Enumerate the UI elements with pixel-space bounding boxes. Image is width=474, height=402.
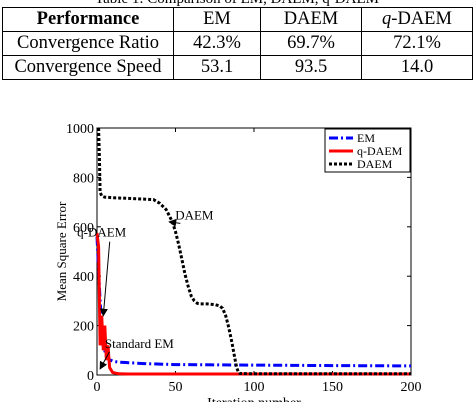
legend-label-q-daem: q-DAEM xyxy=(357,144,403,158)
table-header-row: Performance EM DAEM q-DAEM xyxy=(2,7,473,32)
table-cell: 42.3% xyxy=(173,31,261,56)
y-tick-label: 600 xyxy=(73,221,94,236)
header-performance: Performance xyxy=(2,7,174,32)
table-row-convergence-speed: Convergence Speed 53.1 93.5 14.0 xyxy=(2,55,473,80)
x-axis-label: Iteration number xyxy=(207,396,301,402)
x-tick-label: 0 xyxy=(94,380,101,395)
x-tick-label: 50 xyxy=(169,380,183,395)
table-cell: Convergence Speed xyxy=(2,55,174,80)
y-tick-label: 0 xyxy=(87,369,94,384)
table-cell: 53.1 xyxy=(173,55,261,80)
annotation-arrow xyxy=(168,218,181,227)
annotation-label: Standard EM xyxy=(105,336,174,351)
x-tick-label: 150 xyxy=(322,380,343,395)
y-tick-label: 800 xyxy=(73,171,94,186)
series-line-daem xyxy=(97,127,411,376)
legend-label-em: EM xyxy=(357,131,375,145)
y-tick-label: 1000 xyxy=(66,122,94,137)
y-tick-label: 200 xyxy=(73,320,94,335)
table-cell: 72.1% xyxy=(361,31,473,56)
table-row-convergence-ratio: Convergence Ratio 42.3% 69.7% 72.1% xyxy=(2,31,473,56)
x-tick-label: 100 xyxy=(244,380,265,395)
table-cell: 14.0 xyxy=(361,55,473,80)
performance-table: Performance EM DAEM q-DAEM Convergence R… xyxy=(2,7,473,80)
table-cell: 93.5 xyxy=(260,55,362,80)
annotation-arrow xyxy=(99,351,110,370)
table-cell: Convergence Ratio xyxy=(2,31,174,56)
mse-line-chart: 0 200 400 600 800 1000 0 50 100 150 200 Iteration n… xyxy=(54,122,422,402)
series-line-q-daem xyxy=(95,232,411,376)
header-em: EM xyxy=(173,7,261,32)
y-axis-label: Mean Square Error xyxy=(54,201,69,301)
header-daem: DAEM xyxy=(260,7,362,32)
annotation-label: DAEM xyxy=(175,207,214,222)
table-caption: Table 1: Comparison of EM, DAEM, q-DAEM xyxy=(0,0,474,8)
x-tick-label: 200 xyxy=(401,380,422,395)
annotation-label: q-DAEM xyxy=(77,225,127,240)
y-tick-label: 400 xyxy=(73,270,94,285)
annotation-arrow xyxy=(99,241,111,317)
header-q-daem: q-DAEM xyxy=(361,7,473,32)
table-cell: 69.7% xyxy=(260,31,362,56)
legend-label-daem: DAEM xyxy=(357,157,393,171)
